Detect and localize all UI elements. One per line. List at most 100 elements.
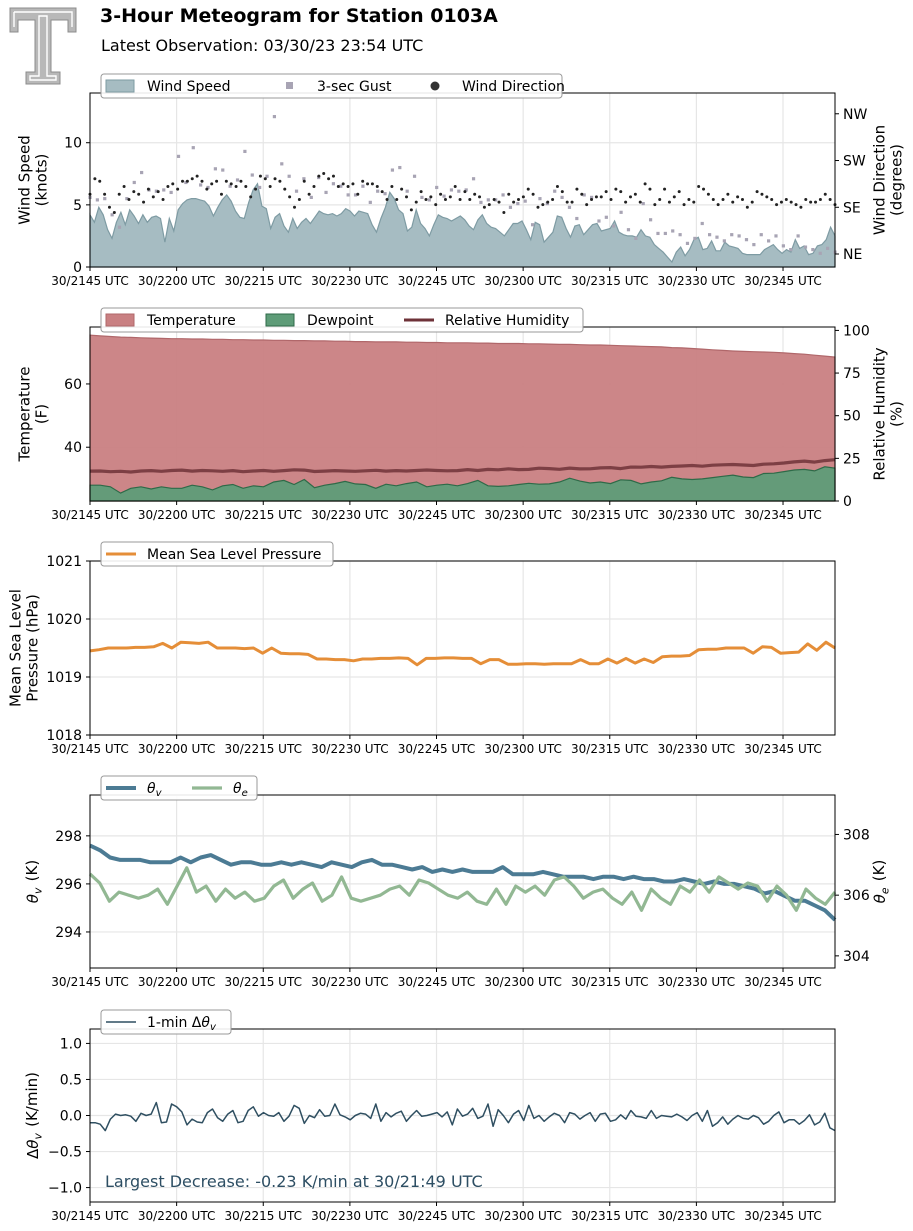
x-tick-label: 30/2200 UTC [138,742,215,756]
direction-point [327,177,331,181]
direction-point [779,200,783,204]
x-tick-label: 30/2145 UTC [51,975,128,989]
direction-point [419,190,423,194]
legend: θv θe [100,775,258,801]
direction-point [331,174,335,178]
gust-point [774,234,778,238]
y-tick-label: 1.0 [60,1036,82,1052]
gust-point [530,223,535,227]
x-tick-label: 30/2145 UTC [51,274,128,288]
gust-point [132,180,136,185]
y2-tick-label: NE [843,247,862,263]
gust-point [95,198,99,202]
direction-point [258,174,262,178]
x-tick-label: 30/2215 UTC [225,975,302,989]
direction-point [107,205,111,209]
gust-point [826,246,830,250]
direction-point [492,197,496,201]
direction-point [171,182,175,186]
x-tick-label: 30/2300 UTC [484,508,561,522]
direction-point [750,200,754,204]
series-line [90,1101,836,1132]
direction-point [575,187,579,191]
panel-wind: 30/2145 UTC 30/2200 UTC 30/2215 UTC 30/2230… [16,73,906,288]
x-tick-label: 30/2345 UTC [744,274,821,288]
gust-point [442,194,446,198]
gust-point [693,236,697,241]
direction-point [536,205,540,209]
gust-point [420,195,424,199]
y-tick-label: 40 [64,440,82,456]
direction-point [414,200,418,204]
direction-point [181,179,185,183]
y-tick-label: 294 [55,925,82,941]
panel-pressure: 30/2145 UTC 30/2200 UTC 30/2215 UTC 30/2230… [7,541,836,756]
direction-point [132,190,136,194]
legend: 1-min Δθv [100,1009,232,1035]
direction-point [775,203,779,207]
direction-point [716,203,720,207]
panel-dtheta: 30/2145 UTC 30/2200 UTC 30/2215 UTC 30/2230… [23,1009,836,1223]
x-tick-label: 30/2230 UTC [311,274,388,288]
x-tick-label: 30/2245 UTC [398,742,475,756]
gust-point [589,195,594,199]
direction-point [336,184,340,188]
panel-theta: 30/2145 UTC 30/2200 UTC 30/2215 UTC 30/2230… [23,775,892,989]
gust-point [545,202,549,206]
gust-point [103,197,107,201]
direction-point [439,192,443,196]
gust-point [730,233,734,237]
x-tick-label: 30/2315 UTC [571,742,648,756]
x-tick-label: 30/2230 UTC [311,742,388,756]
legend-box [100,73,563,99]
y2-tick-label: 306 [843,888,870,904]
direction-point [429,195,433,199]
direction-point [828,197,832,201]
legend-swatch [430,81,440,91]
direction-point [112,210,116,214]
x-tick-label: 30/2330 UTC [658,975,735,989]
legend-label: Relative Humidity [445,313,569,329]
direction-point [653,203,657,207]
direction-point [463,190,467,194]
x-tick-label: 30/2300 UTC [484,742,561,756]
direction-point [745,205,749,209]
gust-point [700,221,704,226]
direction-point [224,179,228,183]
x-tick-label: 30/2200 UTC [138,508,215,522]
direction-point [760,192,764,196]
gust-point [449,188,454,192]
gust-point [486,198,490,202]
legend-box [100,775,258,801]
direction-point [512,200,516,204]
gust-point [803,245,808,249]
gust-point [604,215,608,219]
legend-box [100,1009,232,1035]
gust-point [206,185,210,190]
direction-point [706,192,710,196]
y2-axis-label-line: (degrees) [888,144,906,216]
gust-point [412,174,417,178]
y-axis-label: Wind Speed (knots) [16,135,51,225]
direction-point [614,187,618,191]
gust-point [737,234,741,238]
direction-point [366,182,370,186]
direction-point [244,184,248,188]
plot-frame [89,560,836,736]
direction-point [283,187,287,191]
direction-point [185,179,189,183]
direction-point [234,184,238,188]
gust-point [331,182,336,186]
direction-point [546,200,550,204]
series-line [89,640,836,667]
y2-axis-label: θe (K) [870,860,892,904]
x-tick-label: 30/2230 UTC [311,975,388,989]
direction-point [823,192,827,196]
direction-point [103,192,107,196]
x-tick-label: 30/2315 UTC [571,508,648,522]
x-tick-label: 30/2300 UTC [484,975,561,989]
gust-point [339,184,343,188]
direction-point [278,179,282,183]
direction-point [711,197,715,201]
direction-point [176,187,180,191]
